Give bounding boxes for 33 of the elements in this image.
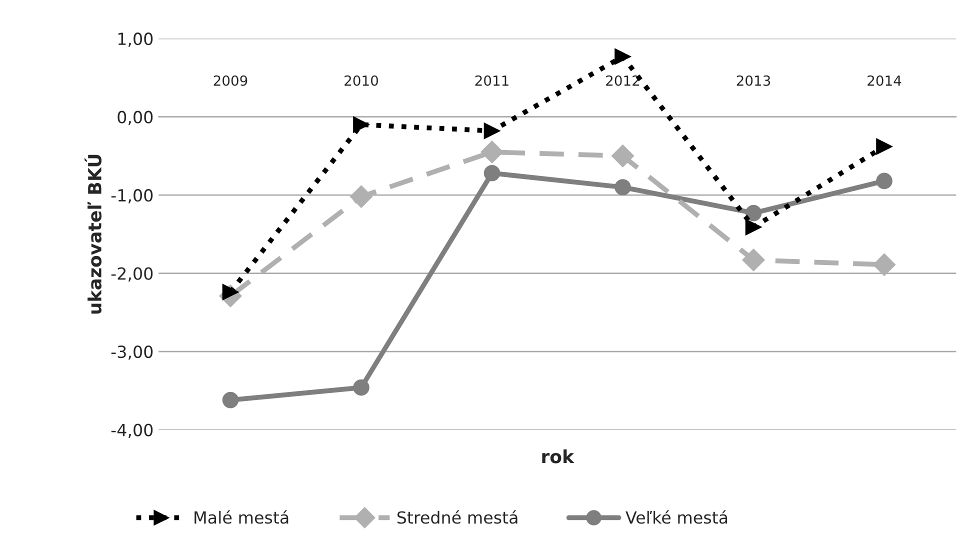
point bbox=[876, 138, 892, 155]
legend-label: Stredné mestá bbox=[397, 510, 518, 524]
y-tick-label: -3,00 bbox=[111, 346, 153, 360]
point bbox=[872, 253, 896, 276]
legend-label: Veľké mestá bbox=[626, 510, 728, 524]
x-axis-title: rok bbox=[542, 449, 574, 464]
x-tick-label: 2014 bbox=[868, 75, 902, 86]
point bbox=[222, 392, 239, 408]
point bbox=[742, 248, 765, 272]
x-tick-label: 2013 bbox=[736, 75, 770, 86]
point bbox=[484, 122, 500, 140]
x-tick-label: 2012 bbox=[606, 75, 640, 86]
point bbox=[480, 140, 504, 164]
point bbox=[876, 172, 892, 190]
y-tick-label: -2,00 bbox=[111, 267, 153, 282]
y-tick-label: -4,00 bbox=[111, 424, 153, 438]
point bbox=[745, 204, 762, 222]
point bbox=[353, 379, 370, 396]
point bbox=[745, 218, 762, 236]
y-tick-label: 1,00 bbox=[118, 32, 153, 47]
y-tick-label: -1,00 bbox=[111, 189, 153, 204]
y-tick-label: 0,00 bbox=[118, 110, 153, 126]
x-tick-label: 2011 bbox=[475, 75, 508, 86]
point bbox=[484, 164, 500, 182]
point bbox=[350, 185, 373, 208]
point bbox=[353, 116, 370, 133]
point bbox=[611, 144, 634, 168]
x-tick-label: 2009 bbox=[214, 75, 248, 86]
x-tick-label: 2010 bbox=[344, 75, 378, 86]
point bbox=[614, 179, 631, 196]
y-axis-title: ukazovateľ BKÚ bbox=[84, 154, 102, 314]
legend-label: Malé mestá bbox=[194, 510, 288, 524]
point bbox=[614, 48, 631, 65]
